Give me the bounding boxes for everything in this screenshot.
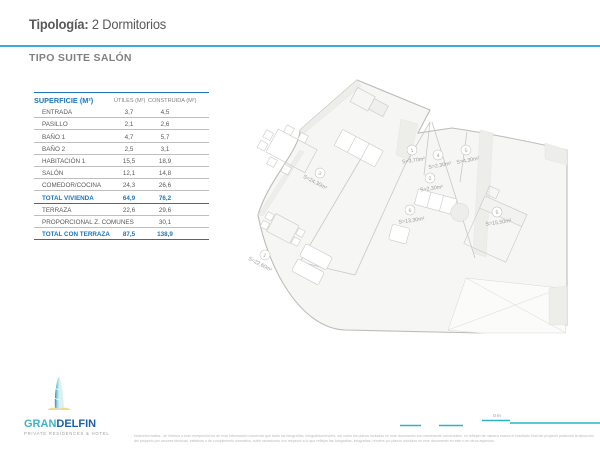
svg-text:S=22,60m²: S=22,60m² [247, 256, 273, 274]
